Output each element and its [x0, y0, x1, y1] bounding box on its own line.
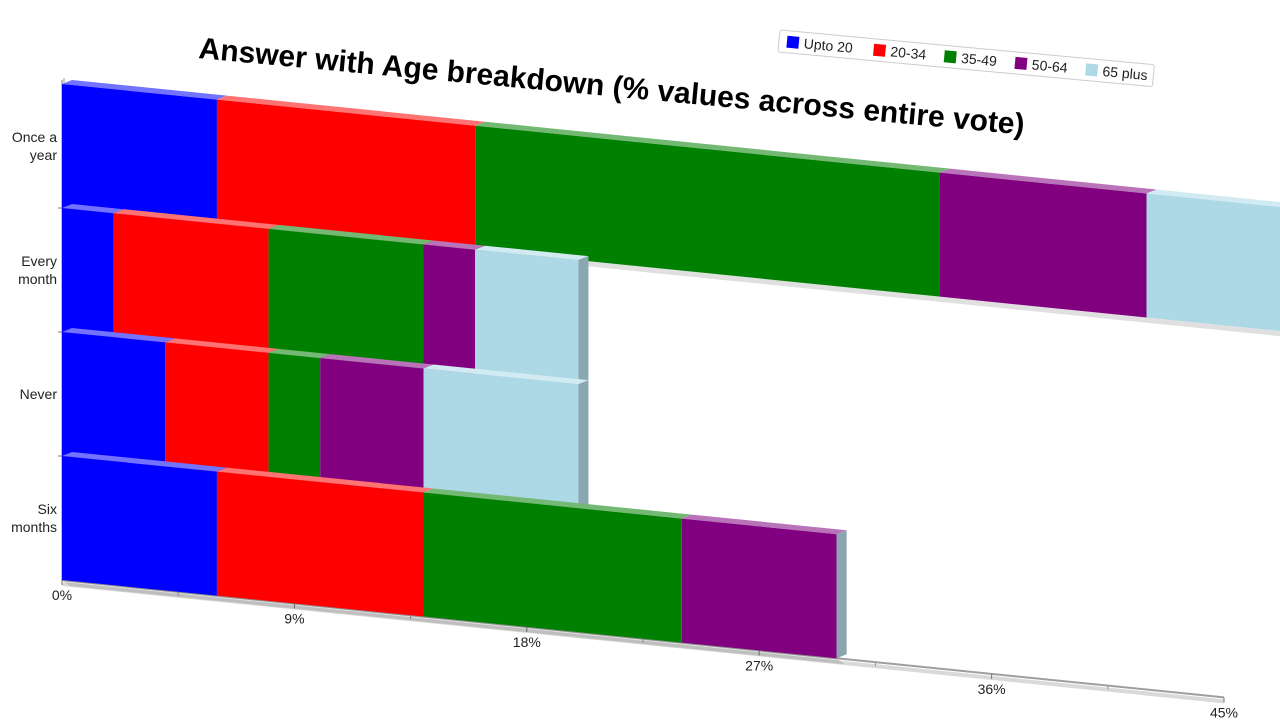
bar-top-face — [268, 348, 331, 359]
bar-end-face — [578, 380, 589, 509]
bar-top-face — [423, 488, 692, 519]
legend-label: 50-64 — [1031, 56, 1068, 75]
bar-segment — [165, 342, 269, 477]
bar-top-face — [62, 204, 124, 214]
bar-segment — [423, 368, 579, 509]
bar-segment — [62, 456, 217, 596]
bar-shadow — [62, 580, 845, 665]
bar-top-face — [62, 328, 176, 343]
x-tick-label: 36% — [978, 681, 1006, 697]
legend-box — [777, 29, 1155, 87]
bar-segment — [113, 213, 269, 353]
legend-swatch — [1085, 63, 1099, 77]
bar-top-face — [423, 240, 486, 250]
bar-segment — [1146, 193, 1280, 332]
bar-top-face — [268, 224, 434, 245]
bar-top-face — [681, 514, 847, 535]
category-label: Six months — [11, 501, 57, 535]
bar-segment — [216, 99, 476, 250]
bar-end-face — [578, 256, 589, 385]
bar-segment — [423, 244, 476, 374]
bar-top-face — [423, 364, 589, 385]
legend-swatch — [943, 50, 957, 64]
legend-swatch — [873, 43, 887, 57]
legend-label: Upto 20 — [803, 35, 854, 55]
bar-segment — [423, 492, 682, 643]
category-label: Never — [20, 386, 58, 402]
bar-top-face — [216, 95, 486, 126]
x-tick-label: 27% — [745, 657, 773, 673]
legend-label: 35-49 — [960, 50, 997, 69]
bar-segment — [320, 358, 424, 493]
bar-segment — [939, 172, 1147, 318]
x-tick-label: 45% — [1210, 704, 1238, 720]
bar-top-face — [475, 245, 589, 261]
bar-segment — [475, 249, 579, 385]
bar-segment — [681, 518, 837, 659]
bar-top-face — [320, 354, 434, 369]
bar-top-face — [939, 168, 1157, 194]
bar-segment — [216, 471, 424, 617]
bar-top-face — [1146, 189, 1280, 208]
x-tick-label: 9% — [284, 610, 304, 626]
legend-label: 20-34 — [890, 43, 927, 62]
bar-segment — [62, 84, 217, 224]
x-tick-label: 0% — [52, 587, 72, 603]
bar-segment — [62, 332, 166, 467]
bar-end-face — [836, 530, 847, 659]
legend: Upto 20 20-34 35-49 50-64 65 plus — [777, 29, 1155, 87]
bar-top-face — [113, 209, 279, 229]
category-label: Once a year — [12, 129, 57, 163]
bar-segment — [268, 228, 424, 369]
bar-top-face — [62, 80, 227, 100]
bar-segment — [62, 208, 114, 338]
bar-top-face — [62, 452, 227, 472]
bar-top-face — [165, 338, 279, 353]
bar-top-face — [475, 121, 950, 173]
bar-segment — [475, 125, 940, 297]
legend-swatch — [1014, 56, 1028, 70]
legend-swatch — [786, 35, 800, 49]
category-label: Every month — [18, 253, 57, 287]
bar-segment — [268, 352, 321, 483]
bar-layer — [62, 80, 1280, 665]
bar-top-face — [216, 467, 434, 493]
legend-label: 65 plus — [1102, 63, 1148, 83]
x-tick-label: 18% — [513, 634, 541, 650]
